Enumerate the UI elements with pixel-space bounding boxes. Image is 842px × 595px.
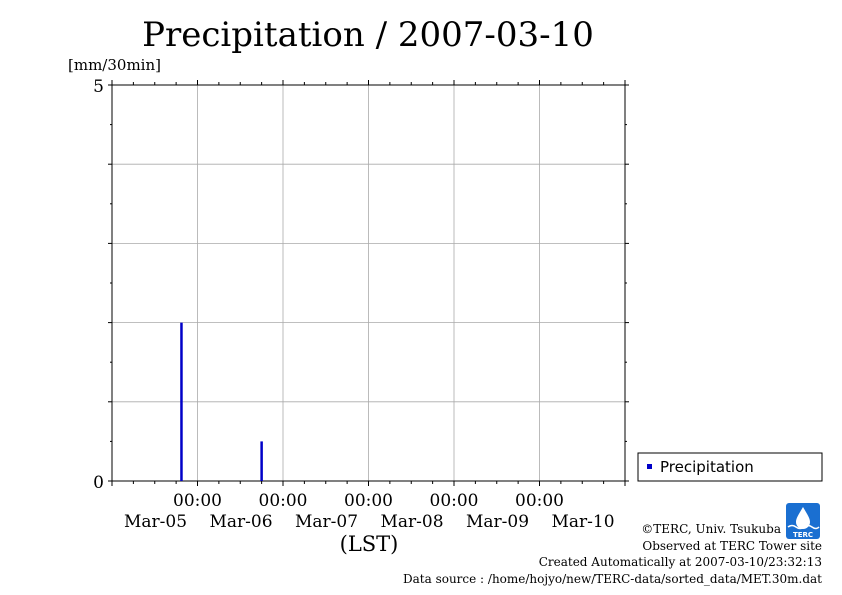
x-tick-time-label-3: 00:00 (430, 491, 479, 511)
axis-ticks (108, 80, 629, 486)
x-axis-label: (LST) (340, 532, 399, 556)
copyright-text: ©TERC, Univ. Tsukuba (641, 522, 781, 536)
terc-logo: TERC (786, 503, 820, 539)
x-tick-date-label-1: Mar-06 (209, 512, 272, 532)
y-axis-unit-label: [mm/30min] (68, 56, 161, 74)
legend-label-precipitation: Precipitation (660, 458, 754, 476)
x-tick-date-label-0: Mar-05 (124, 512, 187, 532)
x-tick-time-label-4: 00:00 (515, 491, 564, 511)
data-source-text: Data source : /home/hojyo/new/TERC-data/… (403, 572, 822, 586)
created-timestamp-text: Created Automatically at 2007-03-10/23:3… (539, 555, 822, 569)
x-tick-date-label-4: Mar-09 (466, 512, 529, 532)
chart-title: Precipitation / 2007-03-10 (142, 15, 594, 55)
x-tick-time-label-0: 00:00 (173, 491, 222, 511)
observed-site-text: Observed at TERC Tower site (642, 539, 822, 553)
grid-lines (112, 85, 625, 481)
y-tick-label-5: 5 (93, 77, 104, 97)
water-drop-icon (796, 507, 810, 529)
logo-text: TERC (793, 531, 813, 539)
legend: Precipitation (637, 452, 823, 482)
x-tick-time-label-2: 00:00 (344, 491, 393, 511)
y-tick-label-0: 0 (93, 473, 104, 493)
legend-swatch-precipitation (647, 464, 652, 469)
precipitation-series (180, 322, 263, 481)
x-tick-time-label-1: 00:00 (259, 491, 308, 511)
x-tick-labels: 00:00Mar-0500:00Mar-0600:00Mar-0700:00Ma… (124, 491, 615, 532)
x-tick-date-label-2: Mar-07 (295, 512, 358, 532)
legend-box (637, 452, 823, 482)
x-tick-date-label-3: Mar-08 (380, 512, 443, 532)
x-tick-date-label-5: Mar-10 (551, 512, 614, 532)
